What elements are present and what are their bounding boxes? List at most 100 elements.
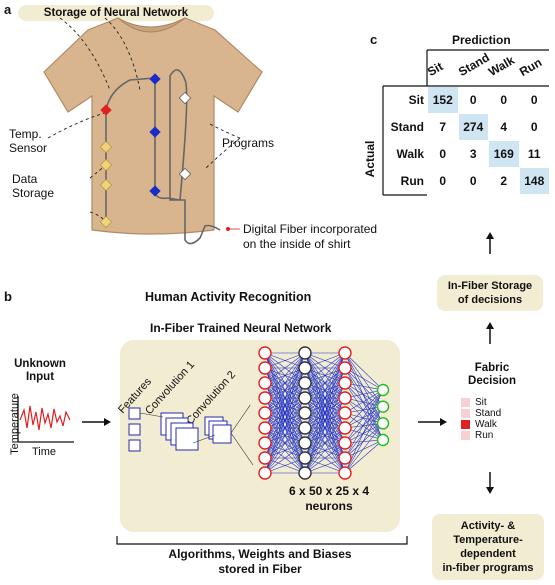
feature-square: [128, 423, 141, 436]
nn-neuron: [376, 400, 390, 413]
nn-neuron: [298, 451, 312, 465]
nn-connection: [344, 423, 384, 444]
nn-connection: [344, 352, 384, 424]
confusion-matrix-frame: [382, 49, 549, 196]
decision-label: Stand: [475, 408, 502, 419]
nn-connection: [344, 397, 384, 424]
cm-cell: 11: [527, 147, 541, 161]
cm-cell: 0: [530, 93, 538, 107]
programs-box-line2: Temperature-: [453, 534, 523, 546]
temp-sensor-line2: Sensor: [9, 141, 48, 155]
panel-a-letter: a: [4, 2, 12, 17]
data-storage-line2: Storage: [12, 186, 55, 200]
prediction-label: Prediction: [452, 33, 511, 47]
cm-cell: 3: [469, 147, 477, 161]
cm-cell: 152: [428, 87, 458, 113]
nn-connection: [304, 442, 346, 474]
feature-square: [128, 407, 141, 420]
arrow-decision: [418, 418, 447, 426]
nn-connection: [264, 352, 306, 369]
nn-neuron: [298, 361, 312, 375]
nn-connection: [344, 352, 384, 407]
nn-connection: [344, 397, 384, 441]
cm-row-label: Walk: [396, 147, 424, 161]
algorithms-line1: Algorithms, Weights and Biases: [168, 547, 352, 561]
cm-cell: 0: [439, 147, 447, 161]
algorithms-line2: stored in Fiber: [218, 562, 302, 576]
arrow-input: [82, 418, 111, 426]
nn-connection: [264, 352, 306, 399]
cm-row-label: Run: [400, 174, 424, 188]
storage-marker: [99, 140, 113, 154]
nn-neuron: [338, 421, 352, 435]
nn-neuron: [338, 391, 352, 405]
cm-cell: 4: [500, 120, 508, 134]
input-signal: [19, 405, 71, 431]
temperature-axis-label: Temperature: [9, 393, 21, 455]
nn-connection: [344, 406, 384, 459]
input-signal-plot: [17, 396, 74, 443]
shirt-illustration: [43, 17, 263, 245]
nn-neuron: [338, 436, 352, 450]
unknown-input-line2: Input: [25, 371, 55, 383]
decision-swatch: [461, 409, 470, 418]
nn-connection: [304, 397, 346, 474]
storage-marker: [99, 215, 113, 229]
nn-connection: [264, 352, 306, 429]
neurons-line1: 6 x 50 x 25 x 4: [288, 484, 370, 498]
nn-connection: [304, 412, 346, 474]
nn-neuron: [298, 466, 312, 480]
fiber-end-dot: [226, 227, 230, 231]
nn-connection: [304, 352, 346, 399]
data-storage-line1: Data: [12, 172, 38, 186]
temp-sensor-label: Temp. Sensor: [9, 127, 47, 155]
nn-connection: [344, 382, 384, 407]
fabric-decision-label: Fabric Decision: [462, 362, 522, 388]
cm-cell: 0: [469, 174, 477, 188]
decision-label: Walk: [475, 419, 497, 430]
nn-connection: [344, 412, 384, 441]
nn-connection: [344, 406, 384, 444]
nn-connection: [344, 389, 384, 414]
nn-connection: [304, 352, 346, 459]
digital-fiber-line2: on the inside of shirt: [243, 237, 351, 251]
nn-neuron: [338, 466, 352, 480]
nn-connection: [344, 389, 384, 429]
bracket: [116, 536, 408, 545]
cm-cell: 0: [469, 93, 477, 107]
nn-neuron: [338, 451, 352, 465]
fabric-decision-line2: Decision: [468, 375, 516, 387]
digital-fiber-line1: Digital Fiber incorporated: [243, 222, 378, 236]
nn-connection: [304, 352, 346, 384]
nn-neuron: [258, 346, 272, 360]
nn-connection: [344, 406, 384, 474]
nn-connection: [344, 367, 384, 424]
feature-square: [128, 439, 141, 452]
nn-neuron: [258, 451, 272, 465]
cm-cell: 148: [519, 168, 549, 194]
cm-cell: 2: [500, 174, 508, 188]
programs-box: Activity- & Temperature- dependent in-fi…: [432, 514, 544, 580]
digital-fiber-label: Digital Fiber incorporated on the inside…: [243, 222, 377, 252]
nn-neuron: [298, 391, 312, 405]
network-marker: [149, 185, 161, 197]
nn-connection: [344, 367, 384, 407]
nn-neuron: [258, 376, 272, 390]
nn-connection: [264, 352, 306, 474]
nn-connection: [264, 397, 306, 474]
cm-cell: 0: [530, 120, 538, 134]
nn-connection: [344, 367, 384, 441]
nn-connection: [264, 352, 306, 459]
nn-connection: [304, 352, 346, 414]
nn-neuron: [376, 433, 390, 447]
nn-neuron: [258, 436, 272, 450]
programs-box-line1: Activity- &: [460, 520, 516, 532]
nn-connection: [344, 367, 384, 391]
nn-title: In-Fiber Trained Neural Network: [150, 321, 332, 335]
decision-label: Run: [475, 430, 494, 441]
conv-blocks: [128, 405, 254, 465]
nn-connection: [344, 389, 384, 444]
nn-connection: [344, 352, 384, 391]
program-marker: [178, 167, 192, 181]
nn-neuron: [258, 421, 272, 435]
